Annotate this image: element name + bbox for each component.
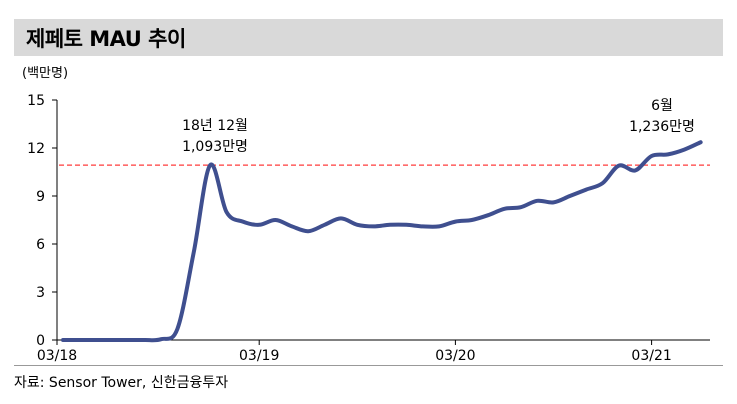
mau-series-line xyxy=(61,140,703,343)
y-tick-label: 12 xyxy=(27,141,45,157)
peak-annotation-date: 18년 12월 xyxy=(182,118,248,134)
source-note: 자료: Sensor Tower, 신한금융투자 xyxy=(14,375,229,391)
y-tick-label: 15 xyxy=(27,93,45,109)
x-tick-label: 03/20 xyxy=(435,348,475,364)
title-bar: 제페토 MAU 추이 xyxy=(14,19,723,56)
y-tick-label: 0 xyxy=(36,333,45,349)
latest-annotation-value: 1,236만명 xyxy=(629,119,695,135)
source-divider xyxy=(14,365,723,366)
y-tick-label: 6 xyxy=(36,237,45,253)
x-tick-label: 03/21 xyxy=(631,348,671,364)
y-tick-label: 3 xyxy=(36,285,45,301)
chart-title: 제페토 MAU 추이 xyxy=(26,27,186,51)
y-axis-unit-label: (백만명) xyxy=(22,66,69,81)
latest-annotation-date: 6월 xyxy=(651,98,673,114)
x-tick-label: 03/18 xyxy=(37,348,77,364)
x-tick-label: 03/19 xyxy=(239,348,279,364)
y-tick-label: 9 xyxy=(36,189,45,205)
peak-annotation-value: 1,093만명 xyxy=(182,139,248,155)
